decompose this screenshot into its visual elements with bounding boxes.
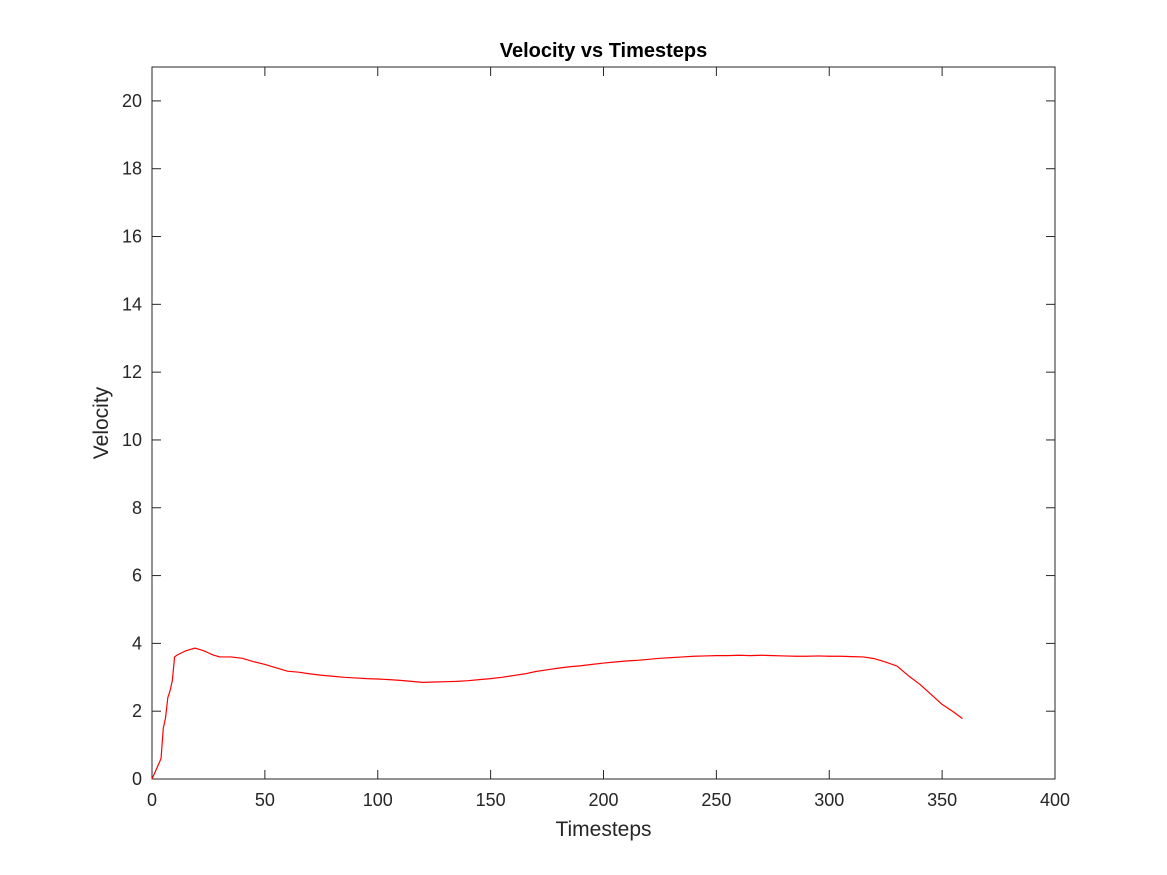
y-tick-label: 16	[122, 227, 142, 247]
y-axis-label: Velocity	[90, 386, 113, 459]
x-tick-labels: 0 50 100 150 200 250 300 350 400	[147, 790, 1070, 810]
y-tick-label: 14	[122, 294, 142, 314]
plot-area	[151, 66, 1056, 780]
x-tick-label: 150	[476, 790, 506, 810]
x-tick-label: 0	[147, 790, 157, 810]
chart-title: Velocity vs Timesteps	[500, 40, 708, 62]
series-line-0	[151, 647, 963, 780]
y-tick-label: 0	[132, 769, 142, 789]
y-tick-label: 20	[122, 91, 142, 111]
x-tick-label: 400	[1040, 790, 1070, 810]
x-axis-label: Timesteps	[555, 818, 651, 841]
x-tick-label: 200	[588, 790, 618, 810]
y-tick-label: 18	[122, 159, 142, 179]
tick-marks	[151, 67, 1056, 780]
y-tick-labels: 0 2 4 6 8 10 12 14 16 18 20	[122, 91, 142, 789]
series-layer	[151, 647, 963, 780]
y-tick-label: 6	[132, 566, 142, 586]
y-tick-label: 12	[122, 362, 142, 382]
y-tick-label: 10	[122, 430, 142, 450]
x-tick-label: 300	[814, 790, 844, 810]
y-tick-label: 4	[132, 633, 142, 653]
x-tick-label: 50	[255, 790, 275, 810]
x-tick-label: 250	[701, 790, 731, 810]
x-tick-label: 350	[927, 790, 957, 810]
y-tick-label: 8	[132, 498, 142, 518]
x-tick-label: 100	[363, 790, 393, 810]
y-tick-label: 2	[132, 701, 142, 721]
